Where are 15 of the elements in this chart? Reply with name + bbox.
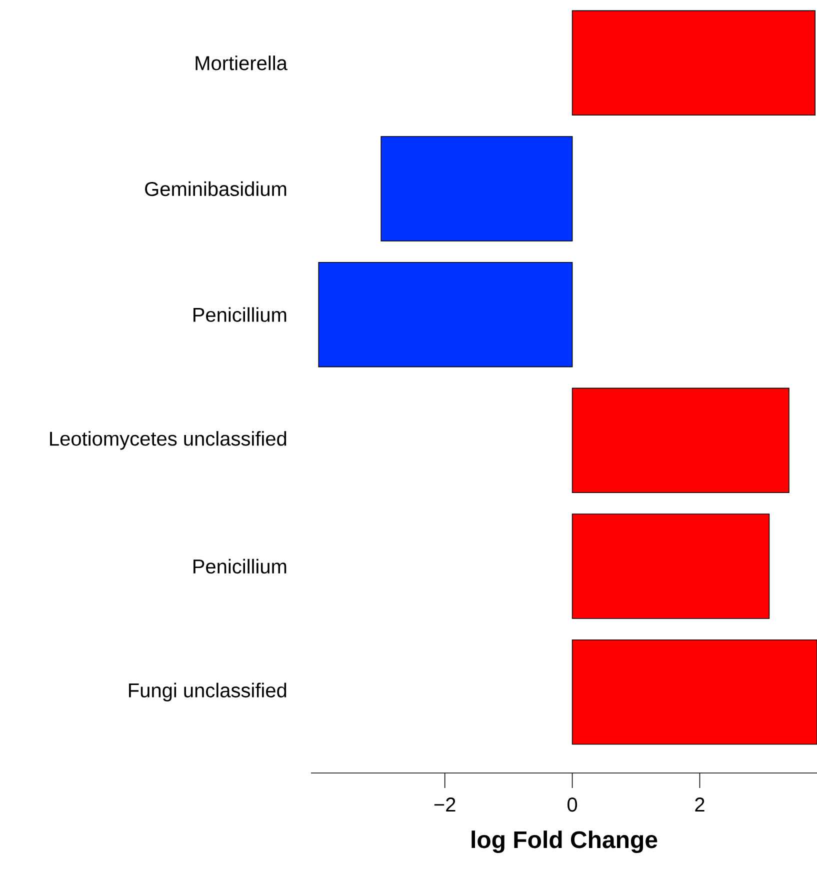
x-tick-label: 2 bbox=[695, 798, 704, 812]
bar bbox=[318, 262, 573, 368]
y-tick-label: Penicillium bbox=[194, 558, 286, 574]
bar bbox=[572, 514, 770, 619]
y-tick-label: Penicillium bbox=[194, 307, 286, 322]
bar bbox=[380, 136, 573, 242]
x-tick-label: 0 bbox=[568, 798, 578, 812]
bar bbox=[572, 10, 816, 116]
y-tick-label: Leotiomycetes unclassified bbox=[50, 431, 286, 450]
y-tick-label: Fungi unclassified bbox=[129, 682, 286, 702]
x-tick-label: −2 bbox=[434, 798, 456, 812]
x-axis-title: log Fold Change bbox=[472, 830, 658, 854]
y-tick-label: Mortierella bbox=[196, 56, 288, 70]
y-tick-label: Geminibasidium bbox=[145, 181, 286, 196]
bar bbox=[572, 388, 790, 494]
